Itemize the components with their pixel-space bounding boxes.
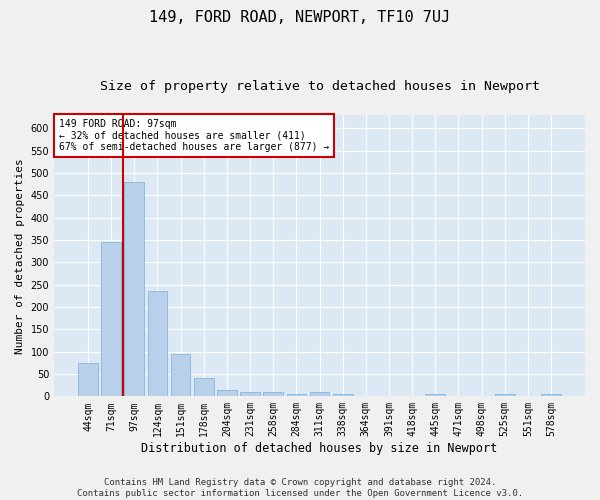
- Bar: [124, 182, 144, 396]
- Bar: [425, 394, 445, 396]
- Bar: [287, 394, 306, 396]
- Bar: [541, 394, 561, 396]
- X-axis label: Distribution of detached houses by size in Newport: Distribution of detached houses by size …: [142, 442, 497, 455]
- Bar: [148, 292, 167, 397]
- Text: Contains HM Land Registry data © Crown copyright and database right 2024.
Contai: Contains HM Land Registry data © Crown c…: [77, 478, 523, 498]
- Bar: [240, 392, 260, 396]
- Bar: [194, 378, 214, 396]
- Bar: [495, 394, 515, 396]
- Y-axis label: Number of detached properties: Number of detached properties: [15, 158, 25, 354]
- Title: Size of property relative to detached houses in Newport: Size of property relative to detached ho…: [100, 80, 539, 93]
- Bar: [217, 390, 237, 396]
- Bar: [310, 392, 329, 396]
- Bar: [171, 354, 190, 397]
- Bar: [101, 242, 121, 396]
- Text: 149 FORD ROAD: 97sqm
← 32% of detached houses are smaller (411)
67% of semi-deta: 149 FORD ROAD: 97sqm ← 32% of detached h…: [59, 119, 329, 152]
- Bar: [263, 392, 283, 396]
- Text: 149, FORD ROAD, NEWPORT, TF10 7UJ: 149, FORD ROAD, NEWPORT, TF10 7UJ: [149, 10, 451, 25]
- Bar: [78, 363, 98, 396]
- Bar: [333, 394, 353, 396]
